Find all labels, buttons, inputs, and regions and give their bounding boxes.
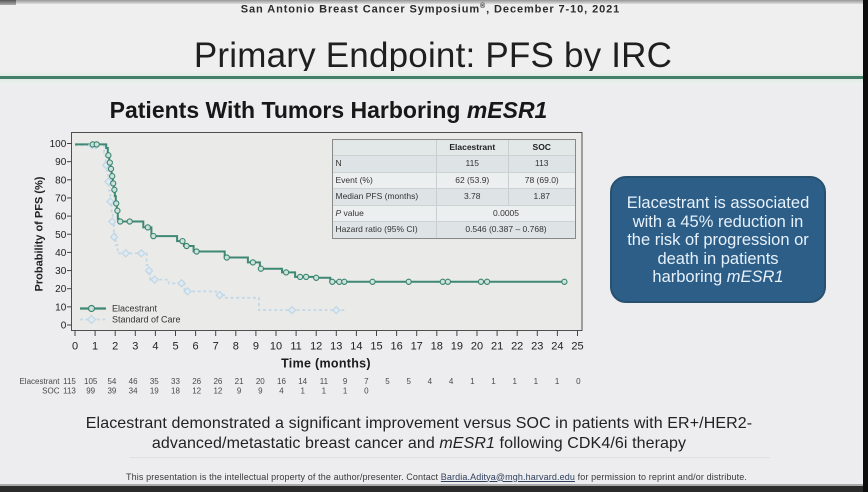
- svg-text:13: 13: [330, 341, 342, 353]
- svg-text:6: 6: [193, 341, 199, 353]
- svg-text:1: 1: [491, 377, 496, 386]
- svg-text:50: 50: [55, 230, 67, 241]
- svg-text:5: 5: [406, 377, 411, 386]
- svg-text:1: 1: [534, 377, 539, 386]
- svg-text:5: 5: [385, 377, 390, 386]
- svg-text:105: 105: [84, 377, 98, 386]
- svg-text:10: 10: [270, 341, 282, 353]
- svg-text:Standard of Care: Standard of Care: [112, 315, 181, 325]
- svg-text:39: 39: [107, 387, 116, 396]
- svg-text:11: 11: [320, 377, 329, 386]
- svg-text:19: 19: [150, 387, 159, 396]
- svg-text:4: 4: [428, 377, 433, 386]
- svg-text:26: 26: [192, 377, 201, 386]
- svg-text:21: 21: [491, 341, 503, 353]
- svg-text:9: 9: [253, 341, 259, 353]
- svg-text:15: 15: [370, 341, 382, 353]
- svg-text:34: 34: [129, 387, 138, 396]
- svg-text:7: 7: [364, 377, 369, 386]
- svg-text:0: 0: [576, 377, 581, 386]
- svg-text:Elacestrant: Elacestrant: [112, 304, 158, 314]
- svg-text:1: 1: [92, 341, 98, 353]
- svg-text:54: 54: [107, 377, 116, 386]
- svg-text:1: 1: [322, 387, 327, 396]
- svg-text:25: 25: [571, 341, 583, 353]
- svg-text:17: 17: [411, 341, 423, 353]
- svg-text:24: 24: [551, 341, 563, 353]
- svg-text:14: 14: [350, 341, 362, 353]
- svg-text:3: 3: [132, 341, 138, 353]
- svg-text:4: 4: [279, 387, 284, 396]
- svg-text:113: 113: [63, 387, 76, 396]
- svg-text:21: 21: [235, 377, 244, 386]
- svg-text:20: 20: [256, 377, 265, 386]
- svg-text:90: 90: [55, 157, 67, 168]
- svg-text:1: 1: [300, 387, 305, 396]
- svg-text:16: 16: [390, 341, 402, 353]
- svg-text:40: 40: [55, 248, 67, 259]
- svg-text:23: 23: [531, 341, 543, 353]
- svg-text:18: 18: [171, 387, 180, 396]
- svg-text:35: 35: [150, 377, 159, 386]
- svg-text:12: 12: [213, 387, 222, 396]
- svg-text:12: 12: [310, 341, 322, 353]
- svg-text:46: 46: [129, 377, 138, 386]
- svg-text:10: 10: [55, 302, 67, 313]
- svg-text:1: 1: [512, 377, 517, 386]
- svg-text:5: 5: [172, 341, 178, 353]
- svg-text:0: 0: [364, 387, 369, 396]
- svg-text:33: 33: [171, 377, 180, 386]
- svg-text:99: 99: [86, 387, 95, 396]
- svg-text:7: 7: [213, 341, 219, 353]
- svg-text:1: 1: [343, 387, 348, 396]
- svg-text:20: 20: [55, 284, 67, 295]
- svg-text:2: 2: [112, 341, 118, 353]
- svg-text:Elacestrant: Elacestrant: [19, 377, 60, 386]
- svg-text:30: 30: [55, 266, 67, 277]
- svg-text:9: 9: [343, 377, 348, 386]
- svg-text:16: 16: [277, 377, 286, 386]
- svg-text:80: 80: [55, 175, 67, 186]
- svg-text:60: 60: [55, 212, 67, 223]
- svg-text:18: 18: [431, 341, 443, 353]
- svg-text:12: 12: [192, 387, 201, 396]
- svg-text:19: 19: [451, 341, 463, 353]
- svg-text:8: 8: [233, 341, 239, 353]
- svg-text:0: 0: [61, 321, 67, 332]
- svg-text:Probability of PFS (%): Probability of PFS (%): [34, 176, 46, 291]
- svg-text:22: 22: [511, 341, 523, 353]
- svg-text:4: 4: [152, 341, 158, 353]
- svg-text:20: 20: [471, 341, 483, 353]
- svg-text:70: 70: [55, 193, 67, 204]
- svg-text:Time (months): Time (months): [281, 357, 371, 371]
- svg-text:26: 26: [213, 377, 222, 386]
- svg-text:100: 100: [50, 139, 67, 150]
- svg-text:9: 9: [258, 387, 263, 396]
- svg-text:11: 11: [290, 341, 301, 353]
- svg-text:1: 1: [555, 377, 560, 386]
- svg-text:4: 4: [449, 377, 454, 386]
- svg-text:SOC: SOC: [42, 387, 60, 396]
- svg-text:9: 9: [237, 387, 242, 396]
- svg-text:115: 115: [63, 377, 76, 386]
- svg-text:14: 14: [298, 377, 307, 386]
- svg-text:1: 1: [470, 377, 475, 386]
- svg-text:0: 0: [72, 341, 78, 353]
